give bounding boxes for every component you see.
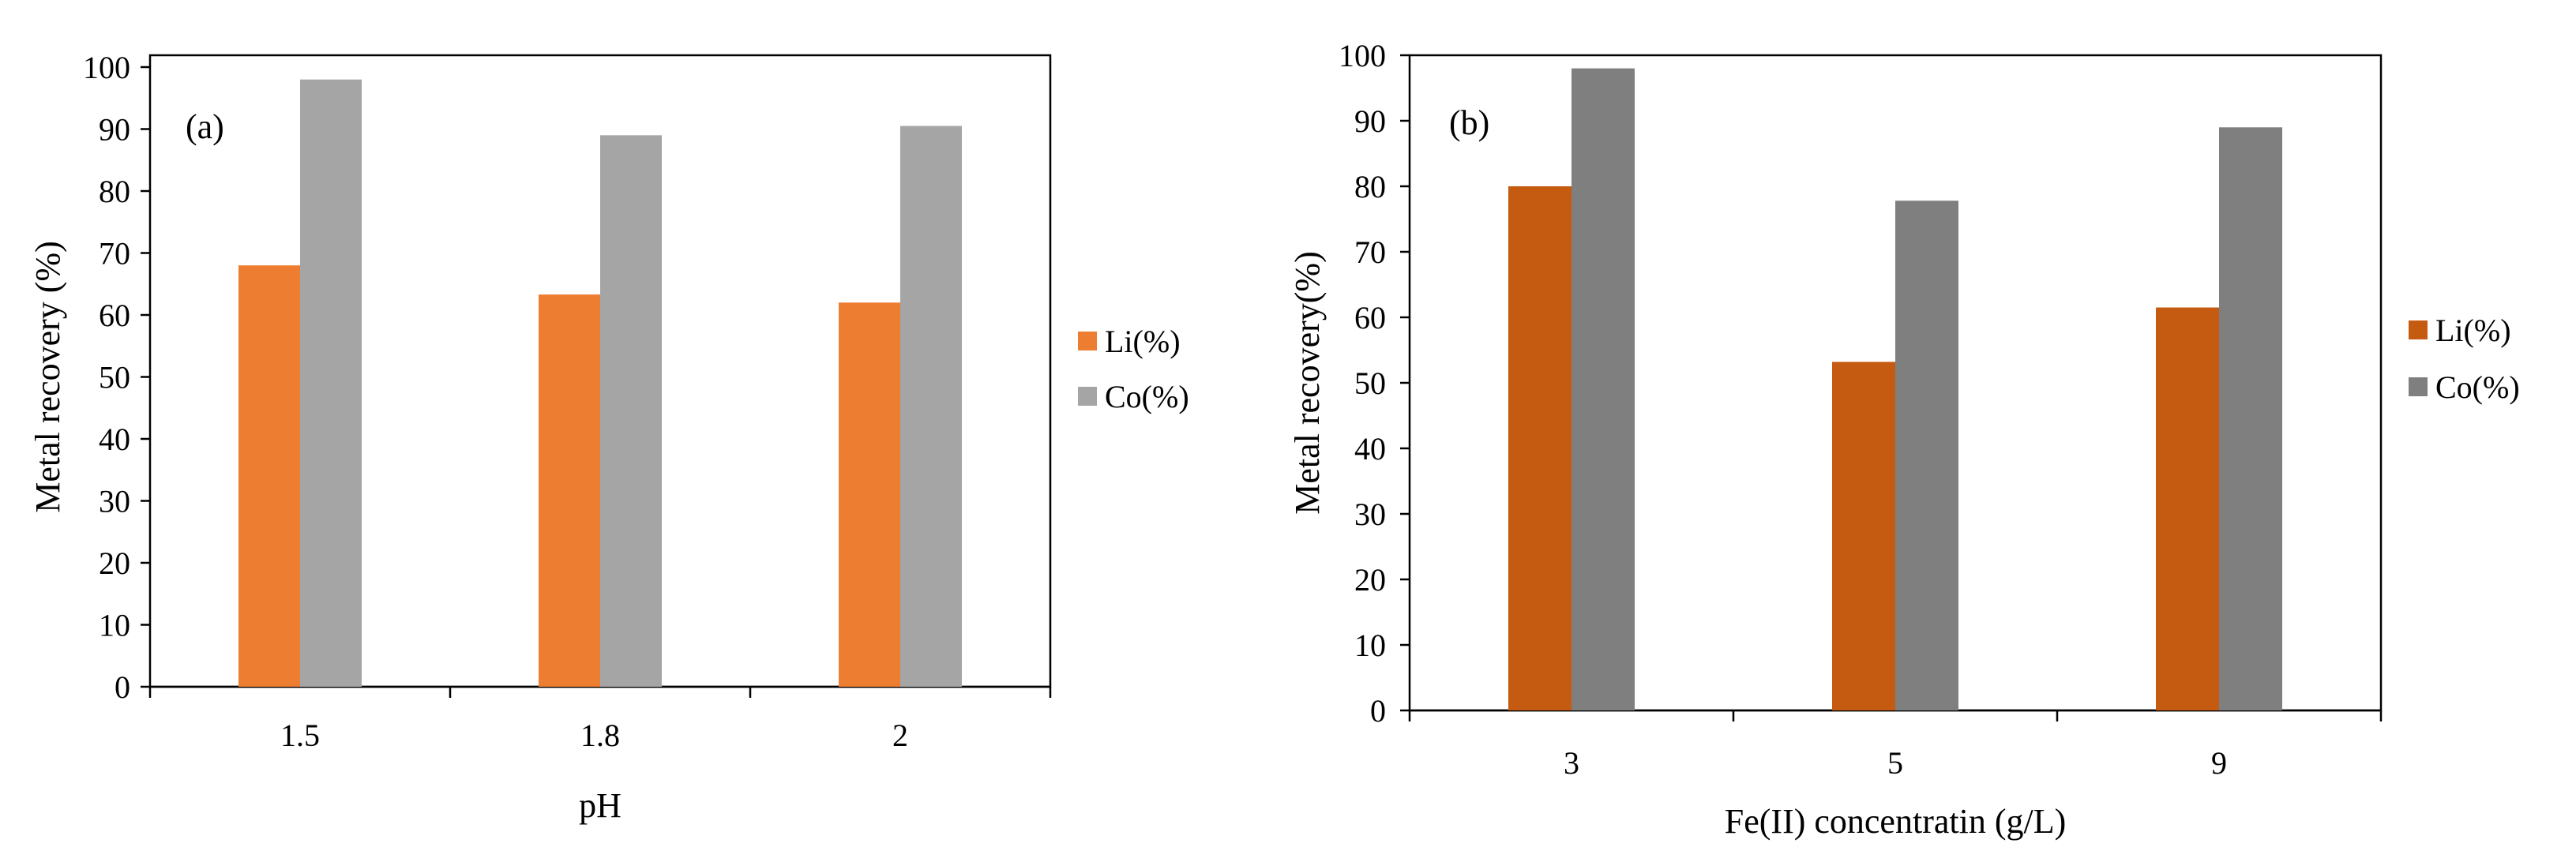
chart-a-xtick-label: 2 <box>892 718 908 753</box>
chart-b-bar-li-9 <box>2156 307 2219 710</box>
chart-b-ytick-label: 70 <box>1354 234 1386 270</box>
chart-a-bar-co-2 <box>900 126 962 687</box>
chart-a-xtick-label: 1.8 <box>580 718 620 753</box>
chart-a-ytick-label: 10 <box>99 608 130 643</box>
chart-b-bar-li-5 <box>1832 362 1895 710</box>
chart-b-bar-li-3 <box>1508 186 1572 710</box>
chart-a-legend-swatch-li <box>1078 332 1097 350</box>
chart-b-ytick-label: 80 <box>1354 169 1386 204</box>
chart-panel-b: 0 10 20 30 40 50 60 70 80 90 100 3 5 9 Fe(II) concentr… <box>1288 38 2520 841</box>
chart-b-bar-co-5 <box>1895 201 1958 710</box>
chart-b-ytick-label: 30 <box>1354 497 1386 532</box>
chart-a-bar-li-2 <box>839 302 900 687</box>
chart-b-bar-co-9 <box>2219 127 2282 711</box>
chart-a-legend-swatch-co <box>1078 387 1097 406</box>
chart-a-x-axis-title: pH <box>579 786 621 825</box>
chart-a-ytick-label: 70 <box>99 236 130 272</box>
chart-b-ytick-label: 100 <box>1339 38 1386 73</box>
chart-b-bar-co-3 <box>1572 68 1635 711</box>
chart-b-xtick-label: 9 <box>2211 745 2227 781</box>
chart-b-legend-swatch-co <box>2409 377 2428 396</box>
chart-a-ytick-label: 50 <box>99 360 130 395</box>
chart-a-bar-co-1_5 <box>300 79 362 687</box>
chart-a-ytick-label: 80 <box>99 174 130 209</box>
chart-b-xtick-label: 3 <box>1564 745 1579 781</box>
chart-a-bar-li-1_8 <box>539 294 600 687</box>
chart-a-y-axis-title: Metal recovery (%) <box>28 241 67 512</box>
chart-a-ytick-label: 100 <box>83 50 130 85</box>
chart-b-ytick-label: 40 <box>1354 431 1386 467</box>
chart-a-ytick-label: 40 <box>99 422 130 457</box>
chart-a-panel-label: (a) <box>186 107 224 146</box>
chart-b-xtick-label: 5 <box>1887 745 1903 781</box>
chart-b-y-axis-title: Metal recovery(%) <box>1288 251 1327 514</box>
chart-b-ytick-label: 10 <box>1354 628 1386 663</box>
chart-a-ytick-label: 30 <box>99 484 130 519</box>
chart-b-legend-swatch-li <box>2409 320 2428 339</box>
chart-a-xtick-label: 1.5 <box>280 718 320 753</box>
chart-a-ytick-label: 90 <box>99 112 130 148</box>
chart-panel-a: 0 10 20 30 40 50 60 70 80 90 100 1.5 1.8 2 pH Metal rec… <box>28 50 1189 825</box>
chart-a-ytick-label: 60 <box>99 298 130 333</box>
chart-a-bar-li-1_5 <box>238 265 300 687</box>
chart-b-ytick-label: 20 <box>1354 562 1386 598</box>
chart-b-panel-label: (b) <box>1449 103 1489 142</box>
chart-b-legend-label-li: Li(%) <box>2435 313 2511 348</box>
chart-a-ytick-label: 0 <box>115 669 130 705</box>
chart-b-ytick-label: 50 <box>1354 365 1386 401</box>
chart-b-ytick-label: 90 <box>1354 103 1386 139</box>
chart-a-legend-label-co: Co(%) <box>1105 379 1189 414</box>
chart-a-legend-label-li: Li(%) <box>1105 324 1181 359</box>
chart-a-bar-co-1_8 <box>600 135 662 688</box>
chart-a-ytick-label: 20 <box>99 545 130 581</box>
chart-b-ytick-label: 0 <box>1370 693 1386 729</box>
chart-b-x-axis-title: Fe(II) concentratin (g/L) <box>1725 802 2066 841</box>
chart-b-ytick-label: 60 <box>1354 300 1386 335</box>
chart-b-legend-label-co: Co(%) <box>2435 369 2520 405</box>
